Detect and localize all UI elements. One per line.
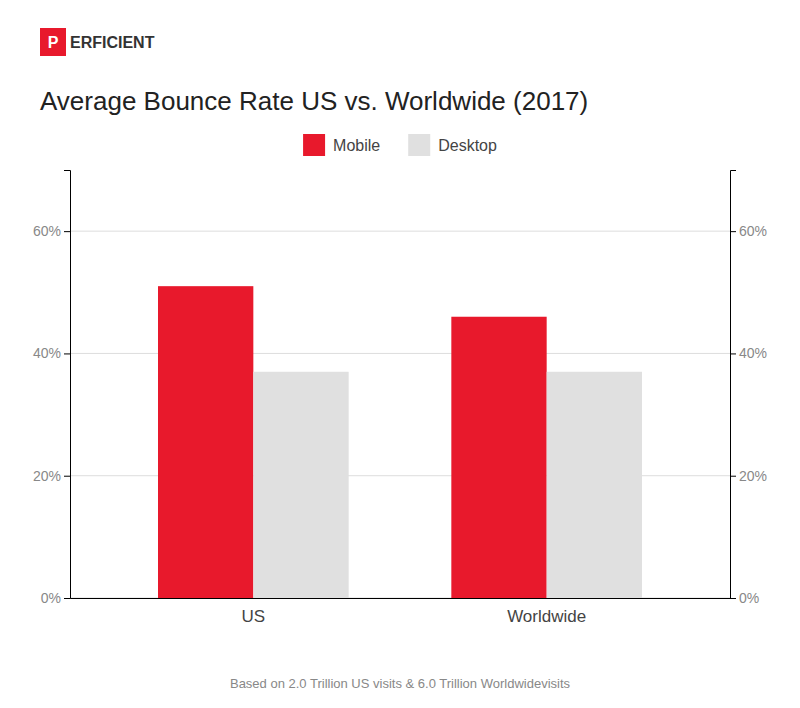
y2-tick-label: 40% (739, 345, 767, 361)
bars (158, 286, 642, 598)
title: Average Bounce Rate US vs. Worldwide (20… (40, 86, 588, 116)
y-tick: 0% (41, 590, 70, 606)
x-tick: Worldwide (507, 607, 586, 626)
y2-tick: 20% (730, 468, 767, 484)
y2-axis-line (731, 171, 737, 599)
y-tick-label: 20% (33, 468, 61, 484)
logo-text: P (48, 34, 59, 51)
bar (158, 286, 253, 598)
y2-tick: 0% (730, 590, 759, 606)
y-tick-mark (64, 353, 70, 354)
legend-label: Mobile (333, 137, 380, 154)
y-tick-label: 60% (33, 223, 61, 239)
legend-swatch (408, 134, 430, 156)
legend-item: Desktop (408, 134, 497, 156)
logo: P ERFICIENT (40, 28, 155, 56)
y-axis: 0% 20% 40% 60% (33, 171, 71, 606)
y2-tick-label: 20% (739, 468, 767, 484)
x-axis-line (71, 598, 731, 599)
y-axis-line (64, 171, 71, 599)
y2-tick-mark (730, 476, 736, 477)
logo-box (40, 28, 66, 56)
x-axis: US Worldwide (71, 599, 731, 627)
y-tick-mark (64, 231, 70, 232)
series (253, 372, 642, 598)
x-tick-label: US (242, 607, 266, 626)
y2-tick: 60% (730, 223, 767, 239)
chart: P ERFICIENT Average Bounce Rate US vs. Wor… (0, 0, 800, 708)
y2-axis: 0% 20% 40% 60% (730, 171, 767, 606)
x-tick-label: Worldwide (507, 607, 586, 626)
bar (253, 372, 348, 598)
grid-line (70, 231, 730, 232)
footer: Based on 2.0 Trillion US visits & 6.0 Tr… (230, 676, 571, 691)
grid (70, 231, 730, 598)
y-tick: 60% (33, 223, 70, 239)
y2-tick-label: 60% (739, 223, 767, 239)
y2-tick-label: 0% (739, 590, 759, 606)
y-tick-label: 40% (33, 345, 61, 361)
y-tick: 20% (33, 468, 70, 484)
y-tick-label: 0% (41, 590, 61, 606)
y-tick-mark (64, 598, 70, 599)
logo-text: ERFICIENT (70, 34, 155, 51)
plot: 0% 20% 40% 60% 0% 20% 40% 60% US Worldwide (33, 171, 767, 627)
y2-tick-mark (730, 598, 736, 599)
y2-tick-mark (730, 353, 736, 354)
legend-item: Mobile (303, 134, 380, 156)
y2-tick-mark (730, 231, 736, 232)
y-tick: 40% (33, 345, 70, 361)
bar (451, 317, 546, 598)
x-tick: US (242, 607, 266, 626)
y2-tick: 40% (730, 345, 767, 361)
bar (547, 372, 642, 598)
legend-swatch (303, 134, 325, 156)
legend-label: Desktop (438, 137, 497, 154)
y-tick-mark (64, 476, 70, 477)
series (158, 286, 547, 598)
legend: Mobile Desktop (303, 134, 497, 156)
